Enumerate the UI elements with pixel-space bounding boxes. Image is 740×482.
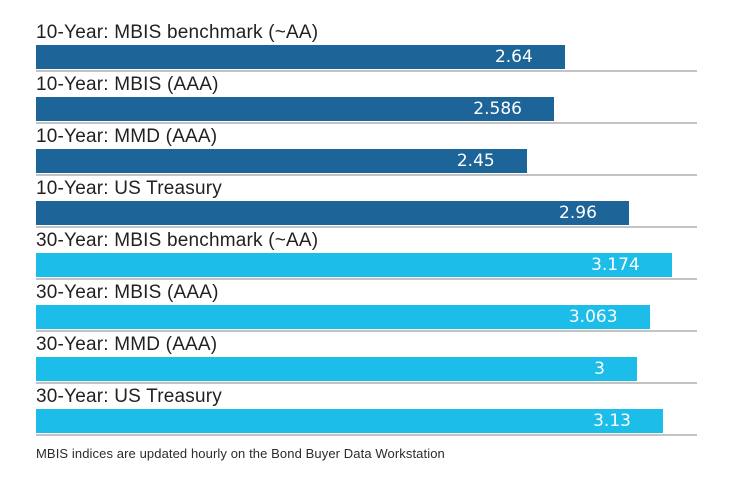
bar-row: 30-Year: MBIS benchmark (~AA) 3.174: [36, 229, 697, 280]
value-bar: 3: [36, 357, 637, 381]
value-bar: 2.96: [36, 201, 629, 225]
value-bar: 2.586: [36, 97, 554, 121]
bar-track-baseline: 3: [36, 357, 697, 384]
bar-category-label: 10-Year: MMD (AAA): [36, 126, 218, 147]
bar-value-label: 3.063: [568, 307, 618, 327]
bar-value-label: 2.45: [456, 151, 495, 171]
bar-category-label: 10-Year: MBIS (AAA): [36, 74, 219, 95]
bar-category-label: 30-Year: MBIS (AAA): [36, 282, 219, 303]
value-bar: 3.174: [36, 253, 672, 277]
bar-value-label: 2.64: [494, 47, 533, 67]
value-bar: 2.64: [36, 45, 565, 69]
value-bar: 3.063: [36, 305, 650, 329]
chart-footnote: MBIS indices are updated hourly on the B…: [36, 446, 445, 461]
bar-row: 10-Year: US Treasury 2.96: [36, 177, 697, 228]
bar-value-label: 3.13: [593, 411, 631, 431]
bar-track-baseline: 2.96: [36, 201, 697, 228]
bar-track-baseline: 3.063: [36, 305, 697, 332]
bar-row: 30-Year: MMD (AAA) 3: [36, 333, 697, 384]
bar-track-baseline: 3.174: [36, 253, 697, 280]
value-bar: 2.45: [36, 149, 527, 173]
bar-value-label: 2.586: [473, 99, 522, 119]
bar-track-baseline: 3.13: [36, 409, 697, 436]
bar-row: 30-Year: US Treasury 3.13: [36, 385, 697, 436]
bar-row: 30-Year: MBIS (AAA) 3.063: [36, 281, 697, 332]
bar-row: 10-Year: MBIS benchmark (~AA) 2.64: [36, 21, 697, 72]
bar-category-label: 10-Year: US Treasury: [36, 178, 222, 199]
bar-category-label: 30-Year: MBIS benchmark (~AA): [36, 230, 319, 251]
bar-row: 10-Year: MMD (AAA) 2.45: [36, 125, 697, 176]
bar-category-label: 30-Year: MMD (AAA): [36, 334, 218, 355]
bar-value-label: 2.96: [559, 203, 597, 223]
bar-value-label: 3.174: [591, 255, 640, 275]
bar-category-label: 30-Year: US Treasury: [36, 386, 222, 407]
bar-track-baseline: 2.586: [36, 97, 697, 124]
bar-track-baseline: 2.45: [36, 149, 697, 176]
bar-rows: 10-Year: MBIS benchmark (~AA) 2.64 10-Ye…: [36, 21, 697, 436]
bar-category-label: 10-Year: MBIS benchmark (~AA): [36, 22, 319, 43]
bar-track-baseline: 2.64: [36, 45, 697, 72]
bar-row: 10-Year: MBIS (AAA) 2.586: [36, 73, 697, 124]
bar-value-label: 3: [594, 359, 605, 379]
value-bar: 3.13: [36, 409, 663, 433]
